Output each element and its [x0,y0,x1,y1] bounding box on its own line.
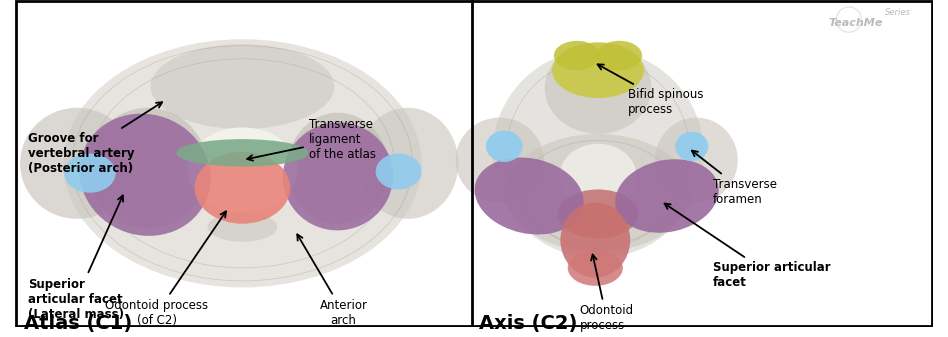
Ellipse shape [559,144,637,209]
Ellipse shape [456,118,544,203]
Text: TeachMe: TeachMe [829,18,883,28]
Ellipse shape [375,154,422,189]
Text: Series: Series [884,8,911,17]
Ellipse shape [655,118,738,203]
Ellipse shape [64,39,422,287]
Ellipse shape [557,189,639,239]
Ellipse shape [554,41,600,70]
Ellipse shape [151,44,335,129]
Text: Transverse
foramen: Transverse foramen [692,151,777,206]
Text: Transverse
ligament
of the atlas: Transverse ligament of the atlas [247,118,375,161]
Text: Odontoid
process: Odontoid process [579,254,634,332]
Ellipse shape [20,108,134,219]
Ellipse shape [475,157,584,235]
Ellipse shape [675,132,708,161]
Ellipse shape [357,108,459,219]
Text: Axis (C2): Axis (C2) [479,314,577,333]
Text: Anterior
arch: Anterior arch [298,235,368,327]
Text: Odontoid process
(of C2): Odontoid process (of C2) [105,211,226,327]
Ellipse shape [188,127,298,212]
Ellipse shape [80,114,210,236]
Ellipse shape [492,49,703,258]
Text: Superior articular
facet: Superior articular facet [665,204,830,289]
Text: Groove for
vertebral artery
(Posterior arch): Groove for vertebral artery (Posterior a… [28,102,162,175]
Ellipse shape [596,41,642,70]
Ellipse shape [176,139,309,166]
Ellipse shape [545,42,651,134]
Ellipse shape [568,250,623,286]
Ellipse shape [560,203,630,278]
Ellipse shape [506,134,690,251]
Ellipse shape [552,42,644,98]
Ellipse shape [194,152,290,224]
Ellipse shape [287,113,389,224]
Text: Atlas (C1): Atlas (C1) [24,314,132,333]
Ellipse shape [486,131,522,162]
Text: Superior
articular facet
(Lateral mass): Superior articular facet (Lateral mass) [28,195,124,320]
Text: Bifid spinous
process: Bifid spinous process [597,64,703,116]
Ellipse shape [88,108,208,228]
Ellipse shape [208,212,278,242]
Ellipse shape [615,159,719,233]
Ellipse shape [283,122,393,231]
Ellipse shape [64,154,116,193]
